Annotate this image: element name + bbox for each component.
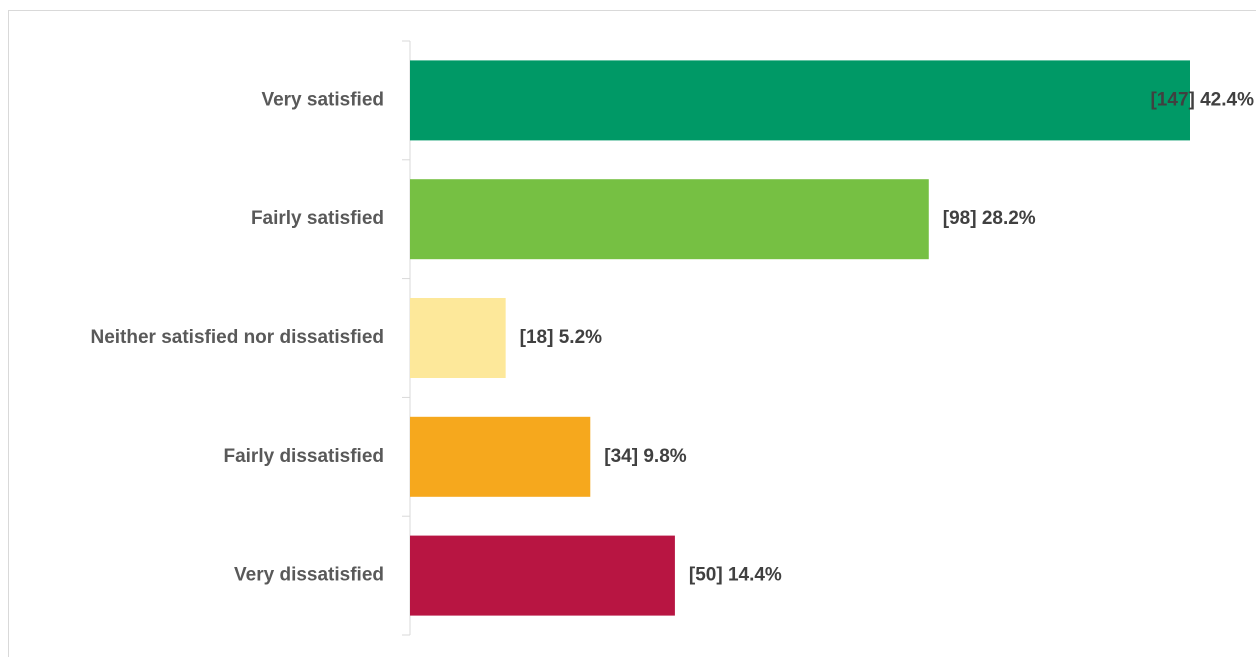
bar (410, 416, 591, 497)
data-label: [98] 28.2% (943, 208, 1036, 229)
category-label: Very satisfied (261, 89, 384, 110)
bar (410, 535, 675, 616)
category-label: Neither satisfied nor dissatisfied (90, 327, 384, 348)
bar (410, 179, 929, 260)
bar (410, 60, 1190, 141)
category-label: Fairly dissatisfied (223, 446, 384, 467)
bar (410, 298, 506, 378)
data-label: [18] 5.2% (520, 327, 602, 348)
category-label: Very dissatisfied (234, 565, 384, 586)
data-label: [34] 9.8% (604, 446, 686, 467)
category-label: Fairly satisfied (251, 208, 384, 229)
data-label: [147] 42.4% (1150, 89, 1254, 110)
chart-border (8, 10, 1256, 657)
data-label: [50] 14.4% (689, 565, 782, 586)
